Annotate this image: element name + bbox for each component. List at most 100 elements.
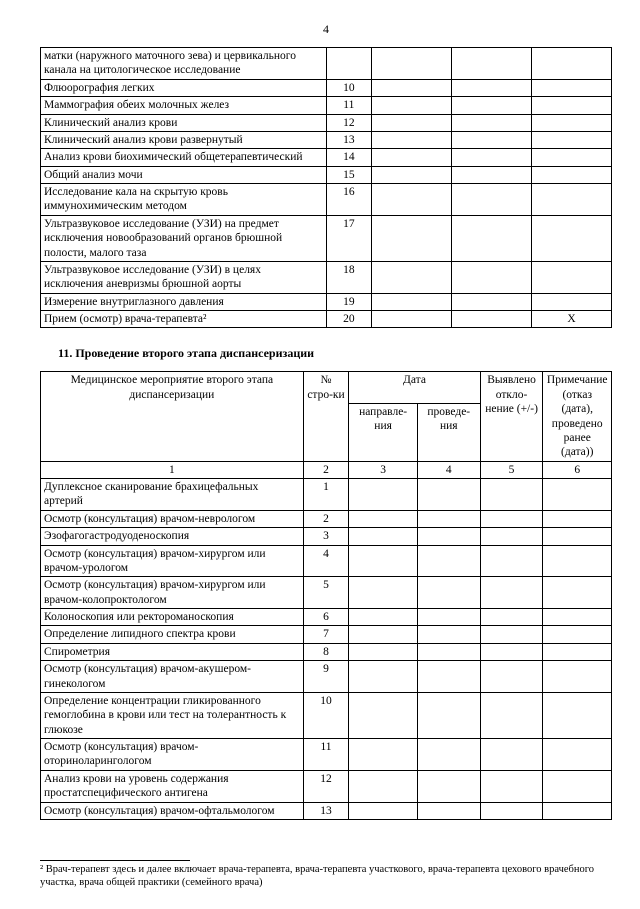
footnote-text: ² Врач-терапевт здесь и далее включает в…: [40, 863, 612, 889]
col-number: 2: [303, 461, 349, 478]
cell-num: 15: [326, 166, 372, 183]
cell-note: [543, 510, 612, 527]
cell-c4: [452, 79, 532, 96]
table-row: Анализ крови биохимический общетерапевти…: [41, 149, 612, 166]
col-number: 3: [349, 461, 418, 478]
cell-c4: [452, 48, 532, 80]
cell-name: Флюорография легких: [41, 79, 327, 96]
table-row: Осмотр (консультация) врачом-офтальмолог…: [41, 802, 612, 819]
table-row: Флюорография легких10: [41, 79, 612, 96]
cell-c3: [372, 293, 452, 310]
cell-c5: [532, 184, 612, 216]
t2-h-col6: Примечание (отказ (дата), проведено ране…: [543, 372, 612, 461]
cell-sent: [349, 510, 418, 527]
cell-name: Спирометрия: [41, 643, 304, 660]
cell-num: 4: [303, 545, 349, 577]
table-row: Определение концентрации гликированного …: [41, 692, 612, 738]
cell-note: [543, 770, 612, 802]
table-row: Спирометрия8: [41, 643, 612, 660]
cell-c3: [372, 97, 452, 114]
cell-name: Анализ крови биохимический общетерапевти…: [41, 149, 327, 166]
cell-num: 2: [303, 510, 349, 527]
table-2: Медицинское мероприятие второго этапа ди…: [40, 371, 612, 820]
cell-name: Общий анализ мочи: [41, 166, 327, 183]
cell-c4: [452, 131, 532, 148]
cell-note: [543, 626, 612, 643]
cell-name: Ультразвуковое исследование (УЗИ) на пре…: [41, 215, 327, 261]
cell-sent: [349, 802, 418, 819]
cell-c5: [532, 97, 612, 114]
cell-c5: [532, 48, 612, 80]
cell-c5: [532, 149, 612, 166]
cell-done: [417, 739, 480, 771]
cell-name: Осмотр (консультация) врачом-акушером-ги…: [41, 661, 304, 693]
cell-sent: [349, 770, 418, 802]
table-row: Измерение внутриглазного давления19: [41, 293, 612, 310]
cell-c5: [532, 131, 612, 148]
cell-c3: [372, 184, 452, 216]
cell-c4: [452, 166, 532, 183]
cell-num: 11: [303, 739, 349, 771]
cell-dev: [480, 577, 543, 609]
cell-done: [417, 609, 480, 626]
cell-sent: [349, 577, 418, 609]
cell-dev: [480, 661, 543, 693]
cell-num: 1: [303, 479, 349, 511]
table-row: Дуплексное сканирование брахицефальных а…: [41, 479, 612, 511]
cell-num: 10: [303, 692, 349, 738]
cell-num: 7: [303, 626, 349, 643]
cell-c4: [452, 97, 532, 114]
cell-c4: [452, 261, 532, 293]
table-row: Клинический анализ крови развернутый13: [41, 131, 612, 148]
cell-num: 5: [303, 577, 349, 609]
cell-name: Анализ крови на уровень содержания прост…: [41, 770, 304, 802]
cell-done: [417, 770, 480, 802]
cell-dev: [480, 770, 543, 802]
cell-dev: [480, 802, 543, 819]
cell-note: [543, 802, 612, 819]
table-row: Исследование кала на скрытую кровь иммун…: [41, 184, 612, 216]
cell-dev: [480, 626, 543, 643]
cell-c3: [372, 166, 452, 183]
table-row: Маммография обеих молочных желез11: [41, 97, 612, 114]
cell-name: Осмотр (консультация) врачом-хирургом ил…: [41, 577, 304, 609]
cell-num: 9: [303, 661, 349, 693]
cell-sent: [349, 545, 418, 577]
cell-done: [417, 692, 480, 738]
table-row: матки (наружного маточного зева) и церви…: [41, 48, 612, 80]
cell-c5: [532, 261, 612, 293]
table-row: Осмотр (консультация) врачом-хирургом ил…: [41, 577, 612, 609]
table-row: Осмотр (консультация) врачом-неврологом2: [41, 510, 612, 527]
cell-name: Измерение внутриглазного давления: [41, 293, 327, 310]
cell-note: [543, 692, 612, 738]
cell-dev: [480, 692, 543, 738]
table-1: матки (наружного маточного зева) и церви…: [40, 47, 612, 328]
cell-done: [417, 577, 480, 609]
table-row: Осмотр (консультация) врачом-хирургом ил…: [41, 545, 612, 577]
cell-c3: [372, 114, 452, 131]
cell-c4: [452, 184, 532, 216]
cell-done: [417, 528, 480, 545]
cell-c5: [532, 79, 612, 96]
cell-sent: [349, 609, 418, 626]
cell-sent: [349, 661, 418, 693]
cell-c4: [452, 293, 532, 310]
t2-h-date: Дата: [349, 372, 480, 404]
t2-h-col2: № стро-ки: [303, 372, 349, 461]
cell-c5: [532, 166, 612, 183]
cell-num: 13: [326, 131, 372, 148]
section-11-title: 11. Проведение второго этапа диспансериз…: [58, 346, 612, 361]
t2-h-col5: Выявлено откло-нение (+/-): [480, 372, 543, 461]
cell-num: 16: [326, 184, 372, 216]
cell-num: 14: [326, 149, 372, 166]
table-row: Колоноскопия или ректороманоскопия6: [41, 609, 612, 626]
cell-done: [417, 626, 480, 643]
cell-note: [543, 739, 612, 771]
t2-h-col3: направле-ния: [349, 403, 418, 461]
cell-c5: X: [532, 311, 612, 328]
cell-name: Клинический анализ крови: [41, 114, 327, 131]
col-number: 6: [543, 461, 612, 478]
cell-name: Осмотр (консультация) врачом-оторинолари…: [41, 739, 304, 771]
col-number: 4: [417, 461, 480, 478]
cell-note: [543, 643, 612, 660]
